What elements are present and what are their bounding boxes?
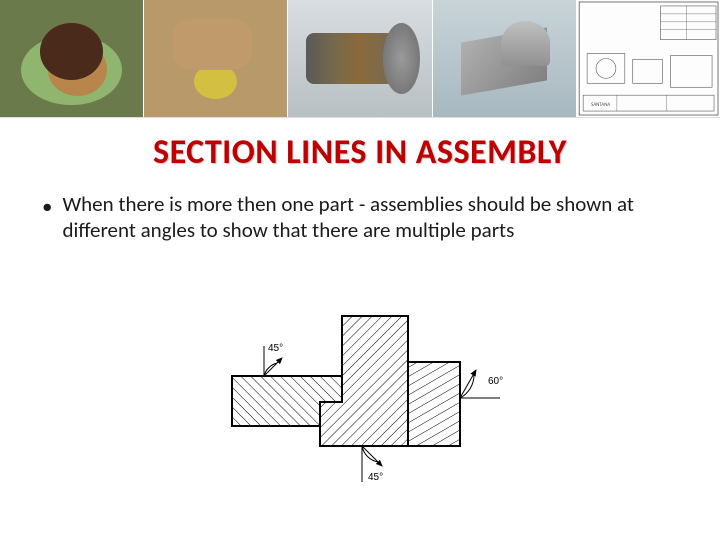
slide-title: SECTION LINES IN ASSEMBLY — [0, 132, 720, 173]
thumb-motor-cutaway — [288, 0, 432, 117]
header-image-strip: SANTANA — [0, 0, 720, 118]
angle-label-right: 60° — [488, 376, 503, 387]
thumb-donuts — [0, 0, 144, 117]
svg-text:SANTANA: SANTANA — [591, 102, 610, 108]
thumb-engineering-drawing: SANTANA — [577, 0, 720, 117]
assembly-section-diagram: 45° 60° 45° — [192, 298, 528, 498]
bullet-text: When there is more then one part - assem… — [62, 191, 678, 244]
bullet-item: • When there is more then one part - ass… — [42, 191, 678, 244]
thumb-cutting-lemon — [144, 0, 288, 117]
thumb-isometric-part — [433, 0, 577, 117]
bullet-list: • When there is more then one part - ass… — [42, 191, 678, 244]
angle-label-bottom: 45° — [368, 472, 383, 483]
bullet-marker: • — [42, 193, 52, 244]
angle-label-top: 45° — [268, 343, 283, 354]
